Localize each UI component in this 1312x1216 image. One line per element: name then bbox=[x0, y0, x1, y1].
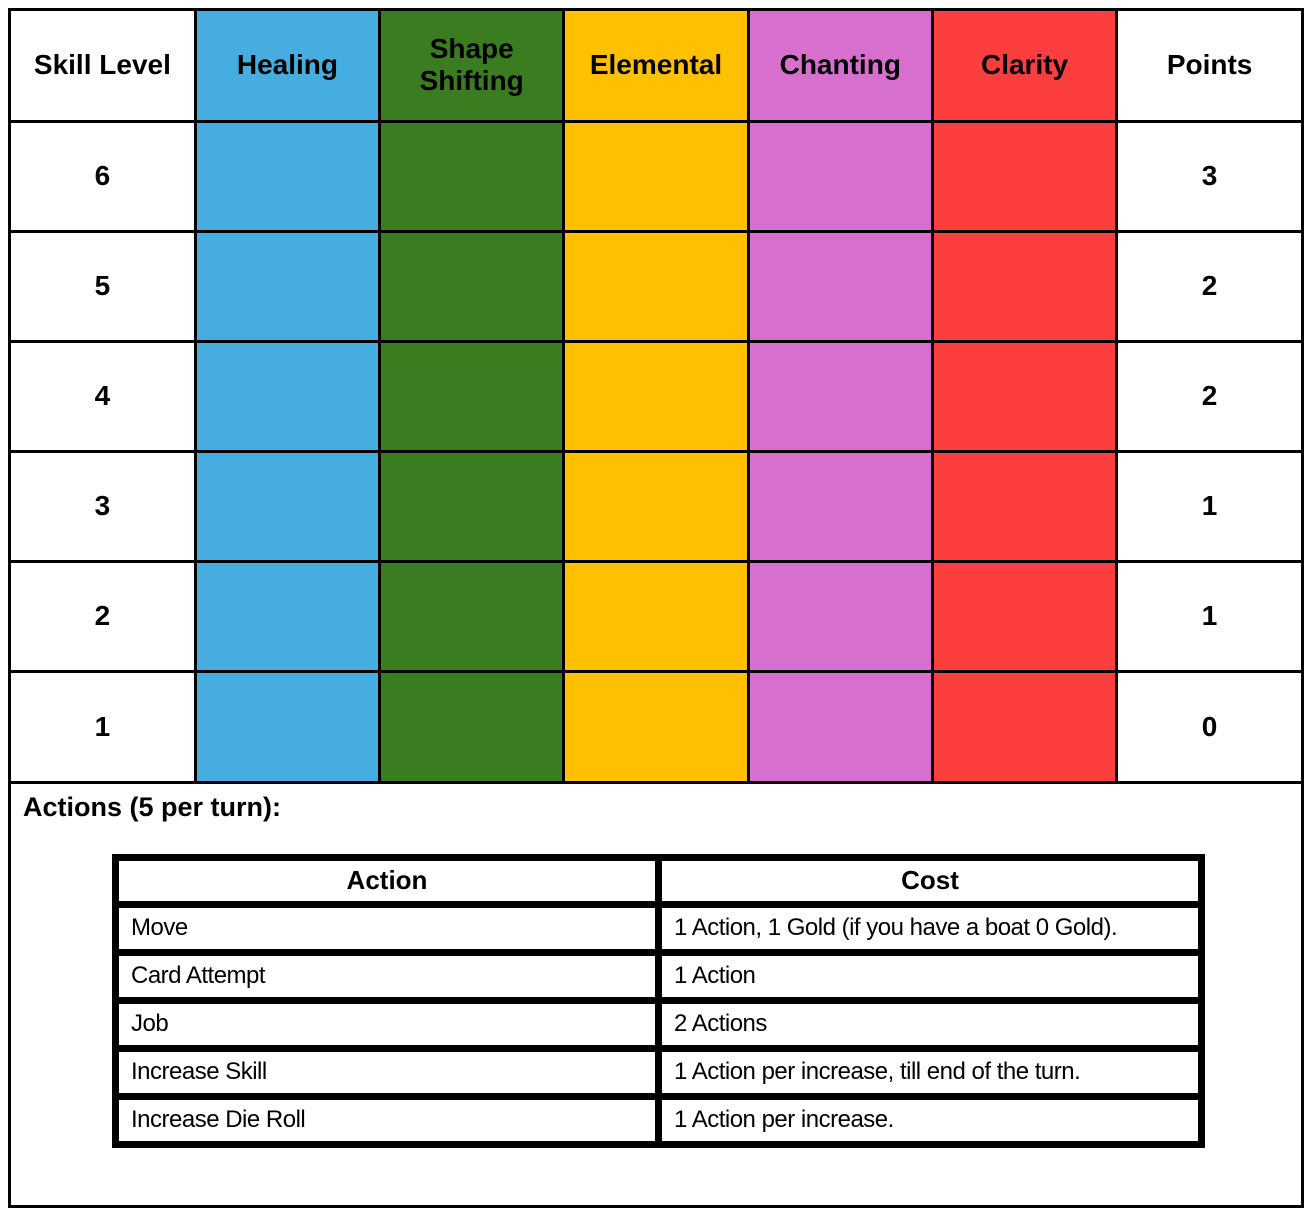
action-row-job: Job 2 Actions bbox=[112, 996, 1205, 1052]
column-header-healing: Healing bbox=[193, 11, 382, 123]
skill-cell-chanting bbox=[746, 339, 934, 453]
action-name-cell: Job bbox=[112, 996, 662, 1052]
action-row-card-attempt: Card Attempt 1 Action bbox=[112, 948, 1205, 1004]
skill-cell-healing bbox=[193, 119, 382, 233]
skill-cell-chanting bbox=[746, 449, 934, 563]
skill-row-2: 2 1 bbox=[11, 559, 1301, 673]
skill-cell-shape-shifting bbox=[378, 449, 566, 563]
skill-level-cell: 6 bbox=[11, 119, 197, 233]
skill-cell-elemental bbox=[562, 119, 750, 233]
skill-cell-healing bbox=[193, 669, 382, 783]
skill-cell-healing bbox=[193, 339, 382, 453]
points-cell: 3 bbox=[1115, 119, 1301, 233]
action-cost-cell: 2 Actions bbox=[655, 996, 1205, 1052]
skill-level-table: Skill Level Healing Shape Shifting Eleme… bbox=[11, 11, 1301, 783]
skill-table-header-row: Skill Level Healing Shape Shifting Eleme… bbox=[11, 11, 1301, 123]
points-cell: 2 bbox=[1115, 229, 1301, 343]
action-name-cell: Increase Skill bbox=[112, 1044, 662, 1100]
skill-row-3: 3 1 bbox=[11, 449, 1301, 563]
skill-cell-clarity bbox=[930, 449, 1119, 563]
skill-row-1: 1 0 bbox=[11, 669, 1301, 783]
action-row-move: Move 1 Action, 1 Gold (if you have a boa… bbox=[112, 900, 1205, 956]
skill-cell-clarity bbox=[930, 669, 1119, 783]
column-header-chanting: Chanting bbox=[746, 11, 934, 123]
skill-cell-elemental bbox=[562, 669, 750, 783]
action-cost-cell: 1 Action, 1 Gold (if you have a boat 0 G… bbox=[655, 900, 1205, 956]
column-header-skill-level: Skill Level bbox=[11, 11, 197, 123]
skill-cell-elemental bbox=[562, 229, 750, 343]
action-name-cell: Move bbox=[112, 900, 662, 956]
skill-cell-chanting bbox=[746, 229, 934, 343]
column-header-shape-shifting: Shape Shifting bbox=[378, 11, 566, 123]
skill-level-cell: 3 bbox=[11, 449, 197, 563]
column-header-elemental: Elemental bbox=[562, 11, 750, 123]
column-header-clarity: Clarity bbox=[930, 11, 1119, 123]
skill-cell-shape-shifting bbox=[378, 229, 566, 343]
skill-cell-clarity bbox=[930, 229, 1119, 343]
skill-cell-chanting bbox=[746, 119, 934, 233]
actions-heading: Actions (5 per turn): bbox=[23, 792, 282, 822]
skill-row-5: 5 2 bbox=[11, 229, 1301, 343]
points-cell: 1 bbox=[1115, 449, 1301, 563]
skill-row-6: 6 3 bbox=[11, 119, 1301, 233]
skill-cell-clarity bbox=[930, 119, 1119, 233]
skill-cell-healing bbox=[193, 449, 382, 563]
skill-table-wrap: Skill Level Healing Shape Shifting Eleme… bbox=[11, 11, 1301, 784]
skill-cell-healing bbox=[193, 559, 382, 673]
actions-col-header-cost: Cost bbox=[655, 853, 1205, 908]
actions-table-header-row: Action Cost bbox=[112, 853, 1205, 908]
skill-cell-chanting bbox=[746, 559, 934, 673]
action-cost-cell: 1 Action per increase, till end of the t… bbox=[655, 1044, 1205, 1100]
skill-level-cell: 2 bbox=[11, 559, 197, 673]
skill-cell-shape-shifting bbox=[378, 119, 566, 233]
skill-row-4: 4 2 bbox=[11, 339, 1301, 453]
action-row-increase-die-roll: Increase Die Roll 1 Action per increase. bbox=[112, 1092, 1205, 1148]
skill-cell-chanting bbox=[746, 669, 934, 783]
skill-cell-elemental bbox=[562, 449, 750, 563]
action-cost-cell: 1 Action bbox=[655, 948, 1205, 1004]
skill-cell-clarity bbox=[930, 339, 1119, 453]
skill-cell-shape-shifting bbox=[378, 559, 566, 673]
points-cell: 0 bbox=[1115, 669, 1301, 783]
skill-cell-clarity bbox=[930, 559, 1119, 673]
skill-cell-elemental bbox=[562, 559, 750, 673]
skill-cell-healing bbox=[193, 229, 382, 343]
action-cost-cell: 1 Action per increase. bbox=[655, 1092, 1205, 1148]
action-row-increase-skill: Increase Skill 1 Action per increase, ti… bbox=[112, 1044, 1205, 1100]
points-cell: 1 bbox=[1115, 559, 1301, 673]
skill-cell-shape-shifting bbox=[378, 669, 566, 783]
skill-level-cell: 1 bbox=[11, 669, 197, 783]
skill-cell-elemental bbox=[562, 339, 750, 453]
column-header-points: Points bbox=[1115, 11, 1301, 123]
action-name-cell: Increase Die Roll bbox=[112, 1092, 662, 1148]
skill-level-cell: 5 bbox=[11, 229, 197, 343]
action-name-cell: Card Attempt bbox=[112, 948, 662, 1004]
actions-col-header-action: Action bbox=[112, 853, 662, 908]
actions-cost-table: Action Cost Move 1 Action, 1 Gold (if yo… bbox=[112, 853, 1205, 1148]
game-reference-sheet: Skill Level Healing Shape Shifting Eleme… bbox=[8, 8, 1304, 1208]
points-cell: 2 bbox=[1115, 339, 1301, 453]
skill-level-cell: 4 bbox=[11, 339, 197, 453]
skill-cell-shape-shifting bbox=[378, 339, 566, 453]
